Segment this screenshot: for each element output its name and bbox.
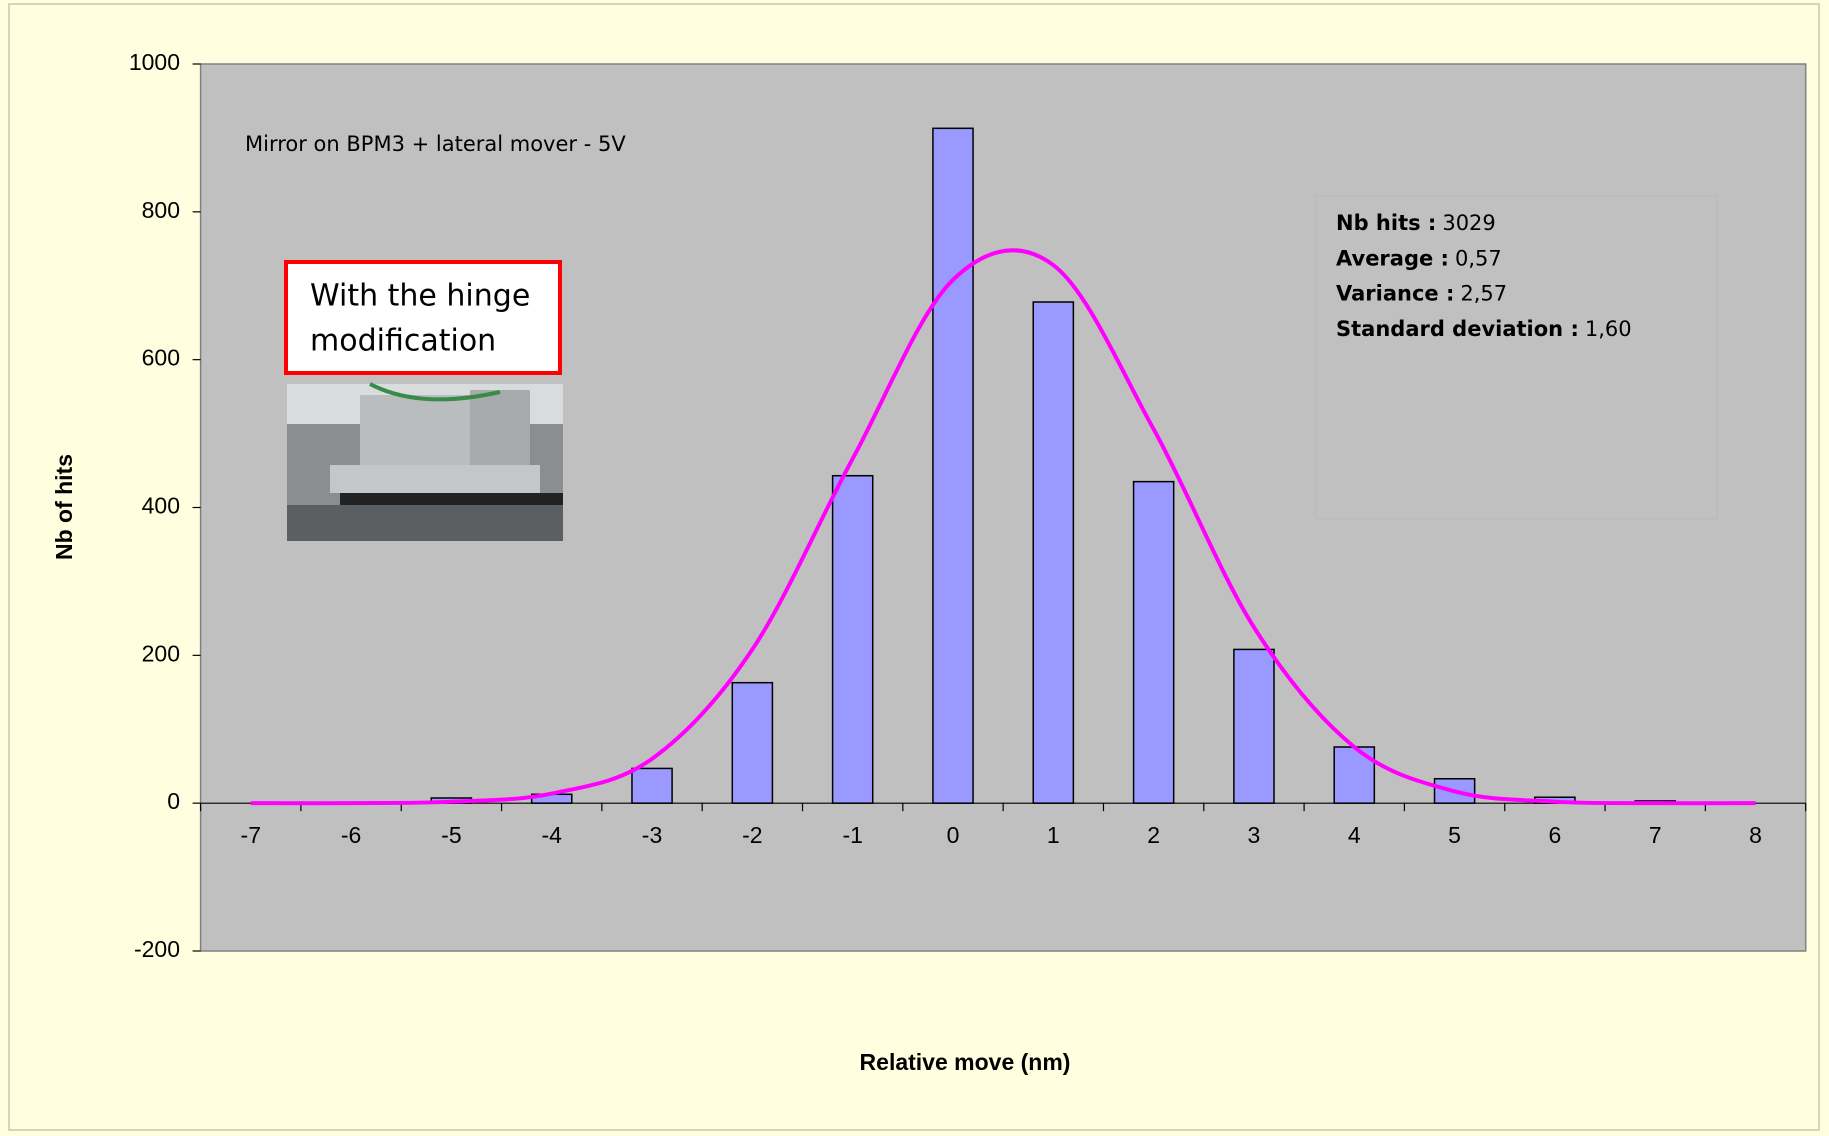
bar xyxy=(1233,648,1275,804)
x-tick-label: 5 xyxy=(1448,822,1461,848)
y-tick-label: 200 xyxy=(142,640,180,666)
bar xyxy=(631,767,673,804)
x-tick-label: -6 xyxy=(341,822,361,848)
x-axis-title: Relative move (nm) xyxy=(860,1049,1071,1075)
y-tick-label: 800 xyxy=(142,197,180,223)
x-tick-label: 3 xyxy=(1248,822,1261,848)
stat-line: Average :0,57 xyxy=(1336,246,1502,270)
y-tick-label: 0 xyxy=(167,788,180,814)
photo-part xyxy=(330,465,540,493)
x-tick-label: 6 xyxy=(1549,822,1562,848)
bar xyxy=(831,474,874,804)
photo-part xyxy=(287,505,563,541)
x-tick-label: -4 xyxy=(541,822,562,848)
y-tick-label: 400 xyxy=(142,493,180,519)
x-tick-label: -3 xyxy=(642,822,662,848)
x-tick-label: 0 xyxy=(947,822,960,848)
x-tick-label: 4 xyxy=(1348,822,1361,848)
x-tick-label: 1 xyxy=(1047,822,1060,848)
y-axis-title: Nb of hits xyxy=(51,454,77,560)
photo-part xyxy=(340,493,563,505)
stat-value: 1,60 xyxy=(1585,317,1632,341)
stats-box xyxy=(1315,195,1718,520)
x-tick-label: -5 xyxy=(441,822,461,848)
x-tick-label: 8 xyxy=(1749,822,1762,848)
y-tick-label: -200 xyxy=(134,936,180,962)
x-tick-label: -1 xyxy=(842,822,862,848)
y-tick-label: 600 xyxy=(142,345,180,371)
bar xyxy=(731,681,774,804)
bar xyxy=(1032,301,1075,804)
photo xyxy=(287,382,563,541)
stat-value: 0,57 xyxy=(1455,246,1502,270)
photo-part xyxy=(360,395,470,475)
stat-label: Standard deviation : xyxy=(1336,317,1579,341)
annotation: Mirror on BPM3 + lateral mover - 5V xyxy=(245,132,626,156)
x-tick-label: 2 xyxy=(1147,822,1160,848)
bar xyxy=(932,127,974,804)
stat-value: 2,57 xyxy=(1460,282,1507,306)
bar xyxy=(1132,480,1175,804)
stat-value: 3029 xyxy=(1442,211,1495,235)
callout-text: modification xyxy=(310,324,496,359)
stat-label: Average : xyxy=(1336,246,1449,270)
photo-cable xyxy=(369,382,501,402)
x-tick-label: -2 xyxy=(742,822,762,848)
stat-line: Standard deviation :1,60 xyxy=(1336,317,1632,341)
callout-box xyxy=(284,260,562,375)
stat-label: Variance : xyxy=(1336,282,1454,306)
x-tick-label: -7 xyxy=(241,822,261,848)
x-tick-label: 7 xyxy=(1649,822,1662,848)
stat-label: Nb hits : xyxy=(1336,211,1436,235)
callout-text: With the hinge xyxy=(310,279,530,314)
fit-curve xyxy=(250,248,1756,806)
y-tick-label: 1000 xyxy=(129,49,180,75)
stat-line: Nb hits :3029 xyxy=(1336,211,1496,235)
stat-line: Variance :2,57 xyxy=(1336,282,1507,306)
